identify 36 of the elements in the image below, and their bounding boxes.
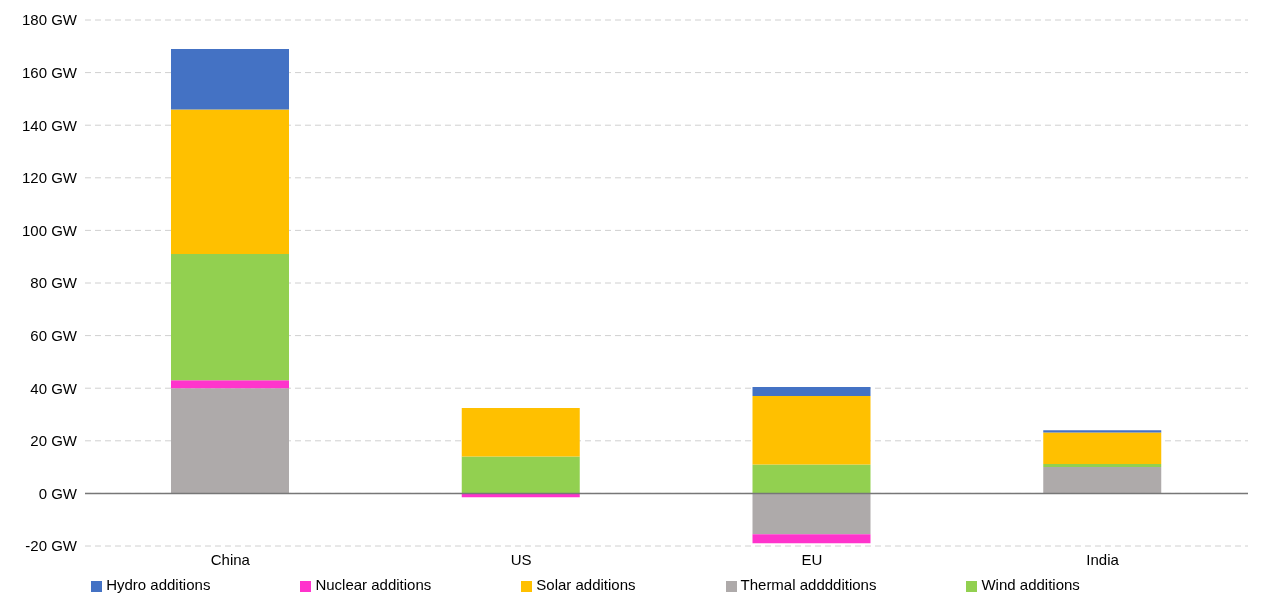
bar xyxy=(171,254,289,381)
y-tick-label: 160 GW xyxy=(21,63,78,81)
y-tick-label: 80 GW xyxy=(30,274,78,292)
bar xyxy=(171,48,289,110)
y-tick-label: 100 GW xyxy=(21,221,78,239)
bar xyxy=(461,456,580,494)
legend-label: Hydro additions xyxy=(106,576,211,593)
bar xyxy=(752,386,871,397)
bar xyxy=(171,109,289,255)
legend-label: Solar additions xyxy=(536,576,636,593)
bar xyxy=(461,407,580,457)
x-tick-label: China xyxy=(210,550,251,568)
x-tick-label: India xyxy=(1086,550,1120,568)
y-tick-label: 60 GW xyxy=(30,326,78,344)
y-tick-label: 0 GW xyxy=(38,484,78,502)
bar xyxy=(752,493,871,535)
y-tick-label: 40 GW xyxy=(30,379,78,397)
bar xyxy=(752,396,871,465)
bar xyxy=(171,380,289,389)
bar xyxy=(1043,463,1162,468)
y-tick-label: 120 GW xyxy=(21,169,78,187)
legend-label: Nuclear additions xyxy=(315,576,432,593)
y-tick-label: 180 GW xyxy=(21,11,78,29)
x-tick-label: EU xyxy=(801,550,823,568)
y-tick-label: 140 GW xyxy=(21,116,78,134)
x-tick-label: US xyxy=(510,550,532,568)
y-tick-label: -20 GW xyxy=(25,537,78,555)
bar xyxy=(752,464,871,494)
bar xyxy=(1043,430,1162,433)
bar xyxy=(1043,467,1162,494)
legend-label: Wind additions xyxy=(981,576,1080,593)
bar xyxy=(752,534,871,544)
bar xyxy=(171,388,289,494)
y-tick-label: 20 GW xyxy=(30,432,78,450)
bar xyxy=(1043,432,1162,464)
legend-label: Thermal adddditions xyxy=(740,576,877,593)
